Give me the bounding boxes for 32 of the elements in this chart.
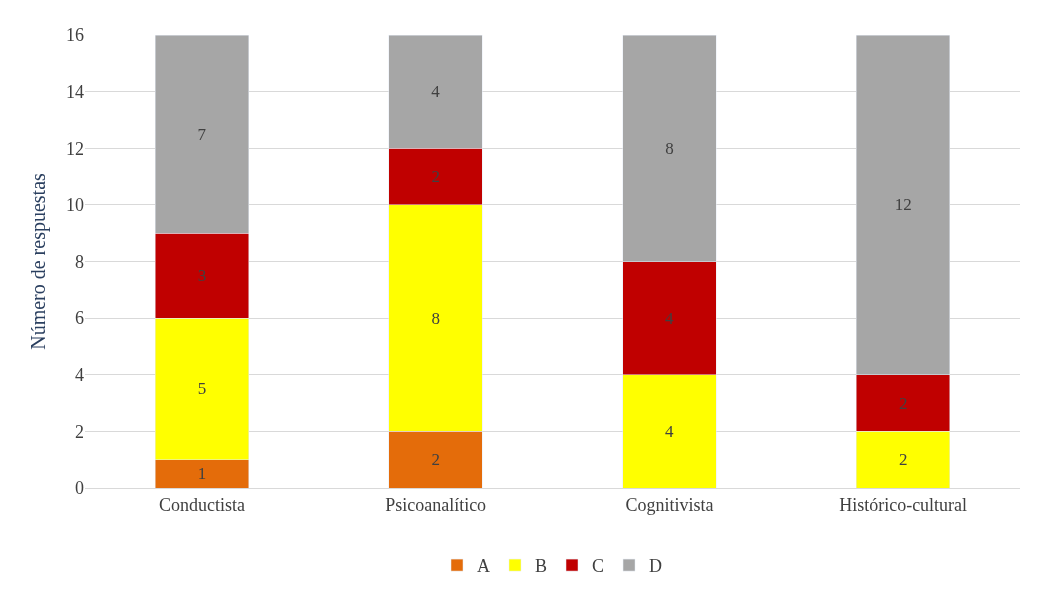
data-label: 2 — [431, 450, 440, 470]
y-tick-label: 16 — [66, 25, 84, 46]
y-tick-label: 0 — [75, 478, 84, 499]
x-tick-label: Cognitivista — [625, 494, 714, 515]
data-label: 4 — [664, 308, 674, 328]
x-tick-label: Psicoanalítico — [385, 494, 487, 515]
legend-label: A — [477, 556, 490, 577]
data-label: 8 — [665, 138, 674, 158]
data-label: 2 — [431, 167, 440, 187]
data-label: 2 — [898, 393, 908, 413]
y-tick-label: 10 — [66, 195, 84, 216]
data-label: 3 — [197, 266, 207, 286]
data-label: 4 — [664, 421, 674, 441]
data-label: 1 — [197, 464, 207, 484]
y-axis-title: Número de respuestas — [26, 172, 50, 350]
x-tick-label: Histórico-cultural — [839, 494, 968, 515]
legend-label: B — [535, 556, 548, 577]
y-tick-label: 12 — [66, 138, 84, 159]
y-tick-label: 2 — [75, 421, 84, 442]
legend-label: D — [649, 556, 663, 577]
data-label: 12 — [894, 195, 912, 215]
data-label: 4 — [431, 82, 441, 102]
data-label: 5 — [197, 379, 207, 399]
x-tick-label: Conductista — [158, 494, 245, 515]
y-tick-label: 8 — [75, 251, 84, 272]
legend-label: C — [592, 556, 605, 577]
y-tick-label: 6 — [75, 308, 84, 329]
data-label: 2 — [898, 450, 908, 470]
data-label: 8 — [431, 308, 440, 328]
y-tick-label: 14 — [66, 81, 84, 102]
data-label: 7 — [197, 124, 207, 144]
y-tick-label: 4 — [75, 365, 84, 386]
